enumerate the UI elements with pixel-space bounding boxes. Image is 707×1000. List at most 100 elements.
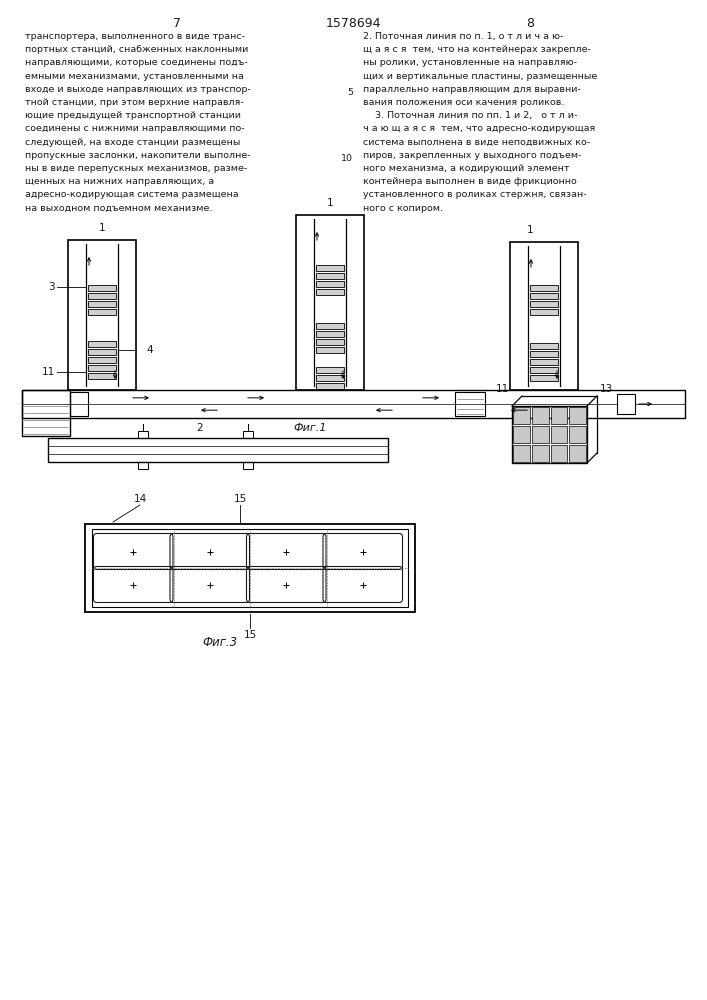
Text: 13: 13 [600,384,613,394]
Bar [243,431,253,438]
Bar [617,394,635,414]
Text: 11: 11 [496,384,509,394]
Bar [532,407,549,424]
Bar [551,407,567,424]
Bar [530,285,558,291]
Bar [316,331,344,337]
Text: пропускные заслонки, накопители выполне-: пропускные заслонки, накопители выполне- [25,151,250,160]
Bar [316,367,344,373]
Text: 15: 15 [233,494,247,504]
Bar [243,462,253,469]
Bar [510,242,578,390]
Bar [70,392,88,416]
Bar [512,406,587,463]
Bar [513,426,530,443]
Text: 5: 5 [347,88,353,97]
Text: 14: 14 [134,494,146,504]
Bar [138,462,148,469]
Text: 11: 11 [42,367,55,377]
Bar [88,373,116,379]
Text: соединены с нижними направляющими по-: соединены с нижними направляющими по- [25,124,245,133]
Bar [85,524,415,612]
Bar [530,351,558,357]
Text: 15: 15 [243,630,257,640]
Bar [316,383,344,389]
Bar [530,367,558,373]
Bar [551,445,567,462]
Bar [530,359,558,365]
Bar [530,375,558,381]
Text: ны ролики, установленные на направляю-: ны ролики, установленные на направляю- [363,58,577,67]
Bar [513,407,530,424]
Text: ющие предыдущей транспортной станции: ющие предыдущей транспортной станции [25,111,241,120]
Bar [22,390,70,436]
Text: щенных на нижних направляющих, а: щенных на нижних направляющих, а [25,177,214,186]
Text: 2. Поточная линия по п. 1, о т л и ч а ю-: 2. Поточная линия по п. 1, о т л и ч а ю… [363,32,563,41]
Text: вания положения оси качения роликов.: вания положения оси качения роликов. [363,98,564,107]
Bar [316,265,344,271]
Text: 2: 2 [197,423,204,433]
Bar [138,431,148,438]
Bar [530,301,558,307]
Text: 1: 1 [99,223,105,233]
Bar [88,357,116,363]
Bar [296,215,364,390]
Text: направляющими, которые соединены подъ-: направляющими, которые соединены подъ- [25,58,247,67]
Text: 10: 10 [341,154,353,163]
Bar [316,289,344,295]
Text: адресно-кодирующая система размещена: адресно-кодирующая система размещена [25,190,239,199]
Bar [530,293,558,299]
Bar [88,341,116,347]
Text: тной станции, при этом верхние направля-: тной станции, при этом верхние направля- [25,98,244,107]
Bar [316,273,344,279]
Text: Фиг.1: Фиг.1 [293,423,327,433]
Bar [569,426,586,443]
Bar [88,293,116,299]
Bar [92,529,408,607]
Text: входе и выходе направляющих из транспор-: входе и выходе направляющих из транспор- [25,85,251,94]
Bar [88,349,116,355]
Bar [88,301,116,307]
Text: Фиг.3: Фиг.3 [202,636,238,649]
Bar [513,445,530,462]
Bar [569,445,586,462]
Text: ны в виде перепускных механизмов, разме-: ны в виде перепускных механизмов, разме- [25,164,247,173]
Bar [530,309,558,315]
Text: портных станций, снабженных наклонными: портных станций, снабженных наклонными [25,45,248,54]
Text: 1578694: 1578694 [325,17,381,30]
Text: щ а я с я  тем, что на контейнерах закрепле-: щ а я с я тем, что на контейнерах закреп… [363,45,591,54]
Text: 3: 3 [48,282,55,292]
Bar [316,375,344,381]
Bar [569,407,586,424]
Bar [48,438,388,462]
Text: ного с копиром.: ного с копиром. [363,204,443,213]
Bar [88,365,116,371]
Text: на выходном подъемном механизме.: на выходном подъемном механизме. [25,204,212,213]
Bar [532,445,549,462]
Text: контейнера выполнен в виде фрикционно: контейнера выполнен в виде фрикционно [363,177,577,186]
Text: 3. Поточная линия по пп. 1 и 2,   о т л и-: 3. Поточная линия по пп. 1 и 2, о т л и- [363,111,578,120]
Text: следующей, на входе станции размещены: следующей, на входе станции размещены [25,138,240,147]
Bar [88,309,116,315]
Text: параллельно направляющим для выравни-: параллельно направляющим для выравни- [363,85,581,94]
Bar [530,343,558,349]
Text: щих и вертикальные пластины, размещенные: щих и вертикальные пластины, размещенные [363,72,597,81]
Bar [88,285,116,291]
Text: ч а ю щ а я с я  тем, что адресно-кодирующая: ч а ю щ а я с я тем, что адресно-кодирую… [363,124,595,133]
Text: транспортера, выполненного в виде транс-: транспортера, выполненного в виде транс- [25,32,245,41]
Text: 4: 4 [146,345,153,355]
Bar [22,390,685,418]
Text: установленного в роликах стержня, связан-: установленного в роликах стержня, связан… [363,190,587,199]
Text: 8: 8 [526,17,534,30]
Bar [316,323,344,329]
Text: 1: 1 [327,198,333,208]
Bar [551,426,567,443]
Bar [532,426,549,443]
Text: система выполнена в виде неподвижных ко-: система выполнена в виде неподвижных ко- [363,138,590,147]
Bar [316,281,344,287]
Bar [455,392,485,416]
Bar [316,347,344,353]
Bar [316,339,344,345]
Text: емными механизмами, установленными на: емными механизмами, установленными на [25,72,244,81]
Bar [68,240,136,390]
